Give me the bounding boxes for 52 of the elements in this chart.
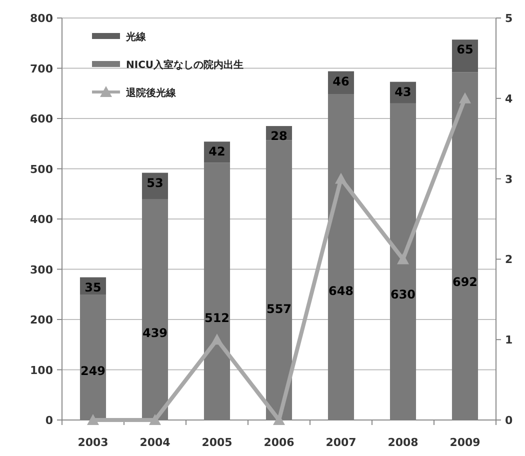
bar [142,199,168,420]
point [335,172,347,184]
data-label: 557 [266,302,292,316]
y-tick-label: 100 [30,364,54,377]
y-tick-label: 400 [30,213,54,226]
point [211,334,223,345]
x-tick-label: 2009 [450,436,480,449]
y2-tick-label: 4 [505,92,513,106]
x-tick-label: 2004 [140,436,171,449]
legend-label: 光線 [125,31,147,43]
y2-tick-label: 2 [505,253,513,266]
x-tick-label: 2007 [326,436,356,449]
data-label: 43 [394,84,412,99]
bar [266,140,292,420]
y2-tick-label: 1 [505,334,513,347]
data-label: 249 [80,364,106,378]
data-label: 512 [204,311,230,326]
y-tick-label: 700 [30,62,54,76]
bar [390,103,416,420]
data-label: 42 [208,144,226,159]
legend-label: 退院後光線 [125,87,177,99]
data-label: 692 [452,274,478,289]
y2-tick-label: 5 [505,12,513,25]
bar [80,294,106,420]
x-tick-label: 2003 [78,436,108,449]
point [87,414,99,425]
y-tick-label: 600 [30,112,54,126]
data-label: 630 [390,287,416,302]
point [397,253,409,264]
bar [328,94,354,420]
bar [452,72,478,420]
point [459,92,471,104]
y-tick-label: 200 [30,314,54,326]
y-tick-label: 800 [30,12,54,25]
data-label: 65 [456,42,474,57]
data-label: 46 [332,74,350,88]
y-tick-label: 500 [30,162,54,176]
point [149,414,161,425]
data-label: 28 [270,129,288,144]
y2-tick-label: 3 [505,172,513,186]
y-tick-label: 0 [45,414,54,427]
x-tick-label: 2008 [388,436,418,449]
data-label: 35 [84,280,102,294]
y2-tick-label: 0 [505,414,513,427]
data-label: 439 [142,326,168,340]
bar [204,162,230,420]
legend-label: NICU入室なしの院内出生 [126,59,244,71]
data-label: 648 [328,284,354,298]
y-tick-label: 300 [30,263,54,276]
data-label: 53 [146,176,164,190]
x-tick-label: 2006 [264,436,295,449]
x-tick-label: 2005 [202,436,232,449]
